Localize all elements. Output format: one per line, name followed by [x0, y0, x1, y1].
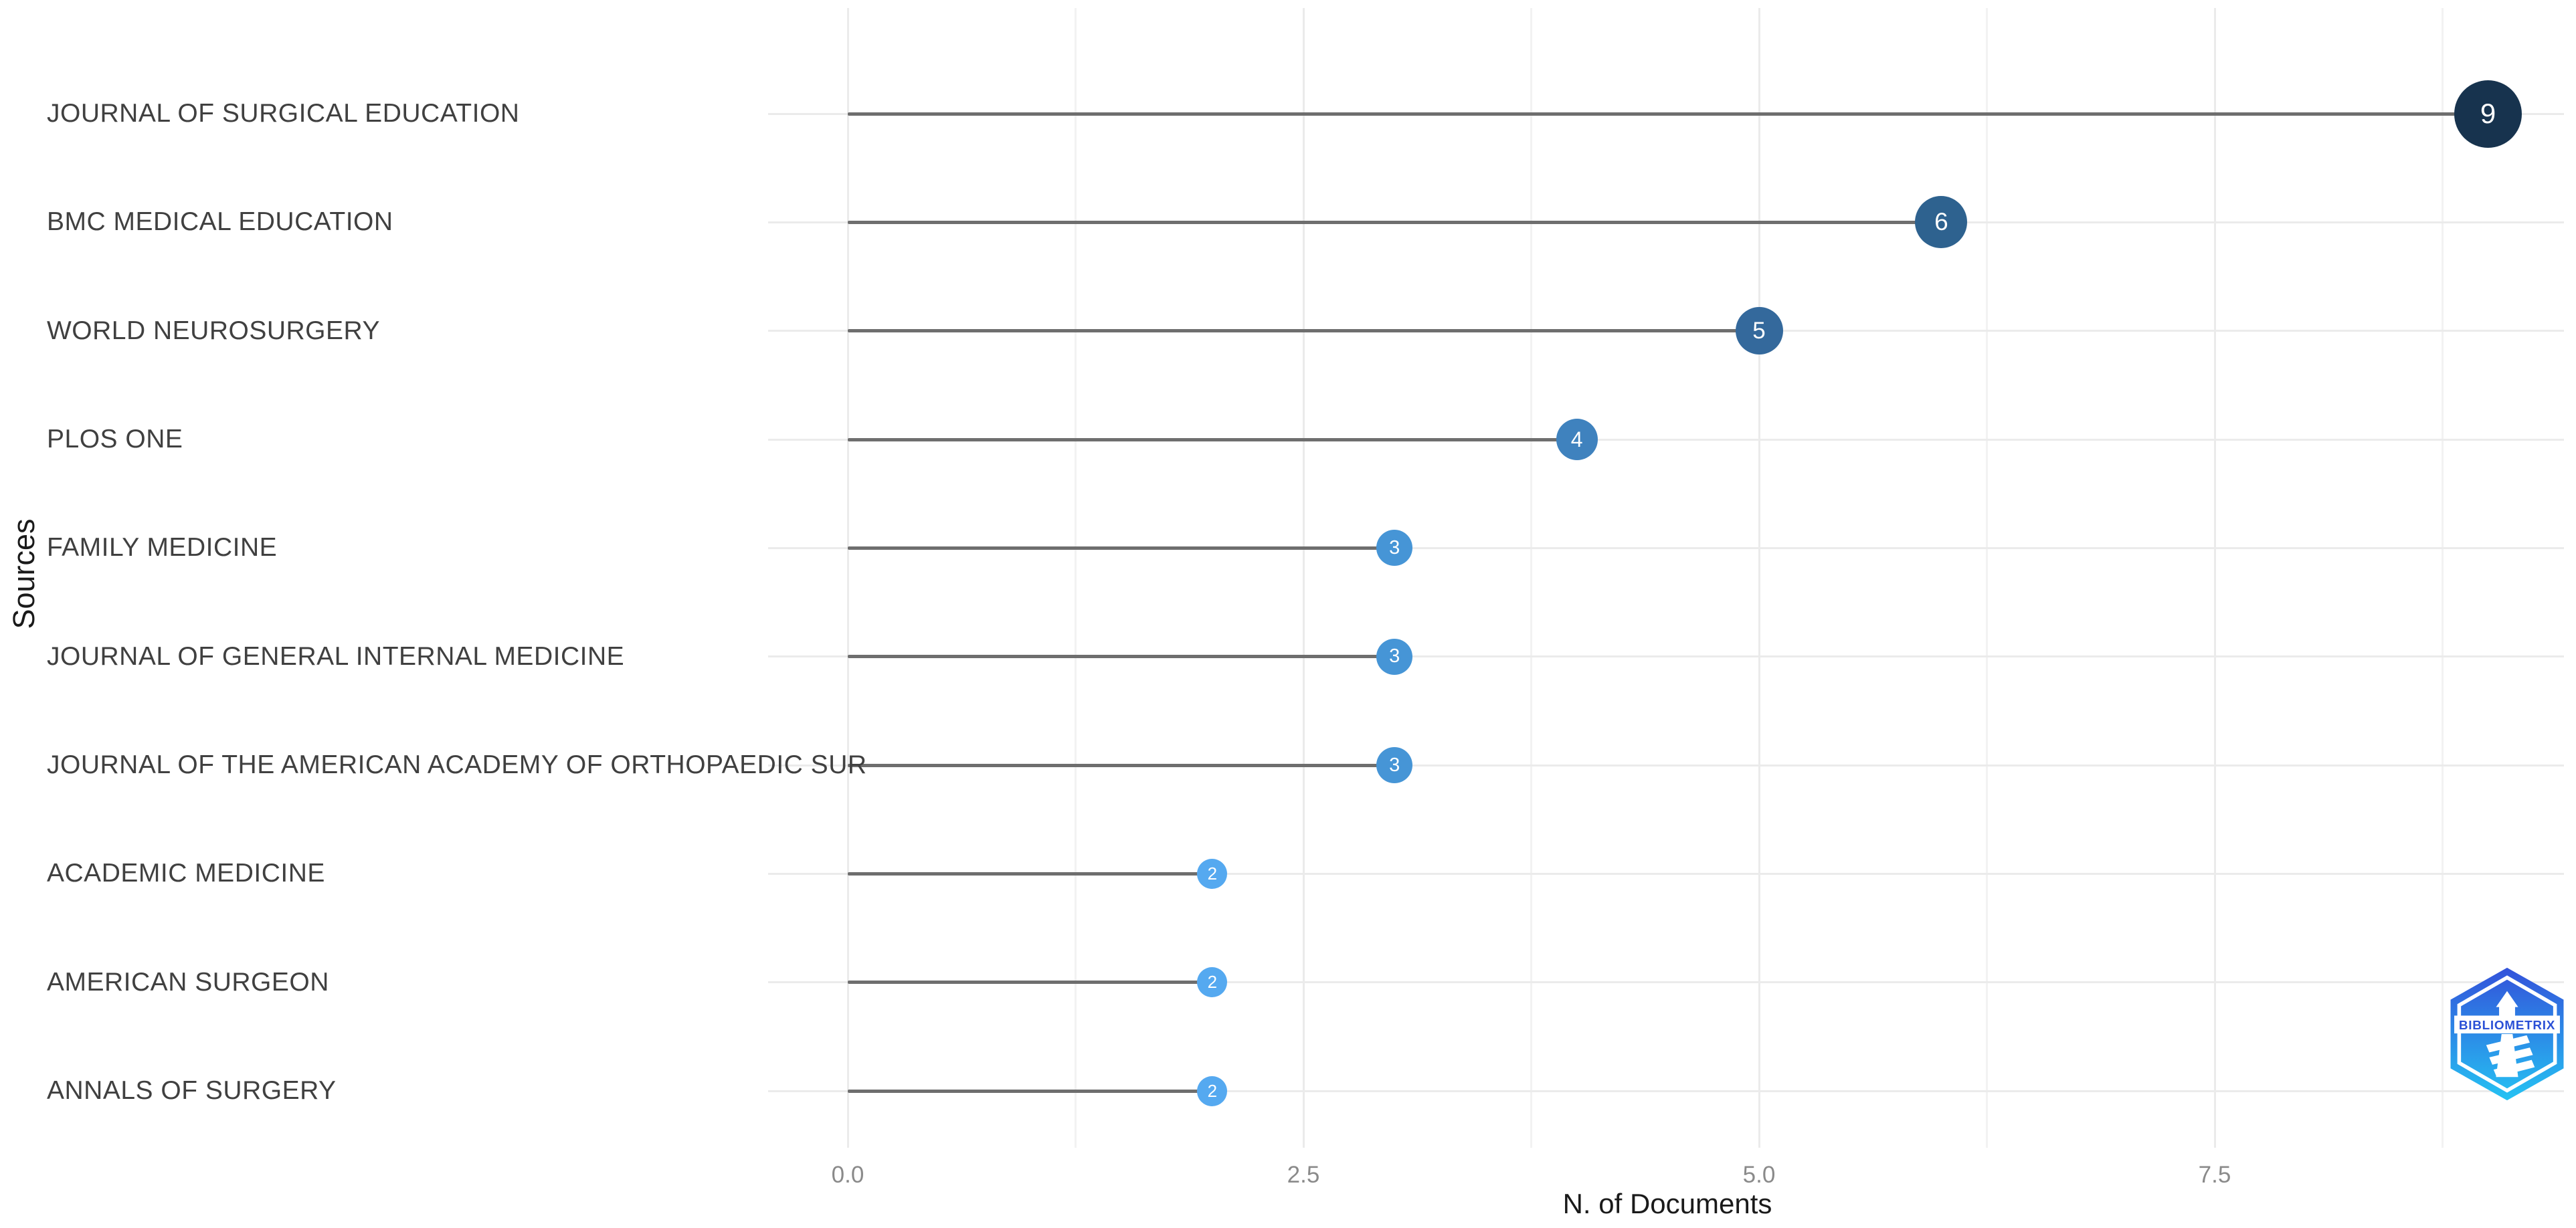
grid-line-vertical — [2442, 8, 2444, 1148]
lollipop-stem — [848, 220, 1942, 224]
lollipop-dot: 6 — [1915, 196, 1968, 249]
source-tick-label: PLOS ONE — [47, 425, 183, 454]
dot-value-label: 2 — [1207, 863, 1218, 884]
lollipop-stem — [848, 655, 1395, 659]
bibliometrix-logo: BIBLIOMETRIX — [2450, 967, 2564, 1101]
lollipop-stem — [848, 329, 1759, 333]
lollipop-dot: 4 — [1556, 419, 1598, 461]
grid-line-vertical — [1302, 8, 1305, 1148]
lollipop-stem — [848, 981, 1212, 985]
grid-line-horizontal — [768, 655, 2564, 658]
logo-text: BIBLIOMETRIX — [2459, 1019, 2555, 1033]
dot-value-label: 4 — [1570, 427, 1583, 451]
lighthouse-icon — [2486, 991, 2535, 1078]
x-axis-title: N. of Documents — [1562, 1188, 1772, 1219]
lollipop-dot: 3 — [1376, 638, 1413, 675]
grid-line-horizontal — [768, 981, 2564, 984]
lollipop-stem — [848, 872, 1212, 876]
lollipop-stem — [848, 763, 1395, 767]
lollipop-stem — [848, 1089, 1212, 1093]
dot-value-label: 2 — [1207, 1080, 1218, 1101]
source-tick-label: ANNALS OF SURGERY — [47, 1076, 337, 1106]
dot-value-label: 9 — [2480, 98, 2496, 129]
grid-line-vertical — [2213, 8, 2216, 1148]
dot-value-label: 3 — [1389, 536, 1400, 558]
y-axis-title: Sources — [7, 518, 41, 629]
lollipop-dot: 3 — [1376, 530, 1413, 567]
dot-value-label: 2 — [1207, 972, 1218, 993]
grid-line-horizontal — [768, 546, 2564, 549]
source-tick-label: JOURNAL OF GENERAL INTERNAL MEDICINE — [47, 641, 625, 671]
logo-band: BIBLIOMETRIX — [2454, 1015, 2560, 1034]
dot-value-label: 3 — [1389, 754, 1400, 776]
grid-line-horizontal — [768, 438, 2564, 441]
lollipop-stem — [848, 112, 2488, 116]
source-tick-label: ACADEMIC MEDICINE — [47, 859, 325, 888]
x-tick-label: 0.0 — [831, 1162, 864, 1188]
dot-value-label: 5 — [1752, 317, 1766, 344]
lollipop-dot: 2 — [1197, 967, 1228, 998]
grid-line-horizontal — [768, 764, 2564, 766]
lollipop-dot: 3 — [1376, 747, 1413, 784]
logo-hexagon — [2450, 967, 2564, 1101]
source-tick-label: JOURNAL OF THE AMERICAN ACADEMY OF ORTHO… — [47, 750, 867, 780]
lollipop-dot: 9 — [2454, 80, 2522, 148]
x-tick-label: 5.0 — [1742, 1162, 1776, 1188]
lollipop-dot: 2 — [1197, 858, 1228, 889]
grid-line-vertical — [846, 8, 849, 1148]
source-tick-label: BMC MEDICAL EDUCATION — [47, 207, 393, 237]
dot-value-label: 6 — [1934, 208, 1948, 236]
grid-line-vertical — [1986, 8, 1988, 1148]
lollipop-stem — [848, 437, 1577, 441]
source-tick-label: JOURNAL OF SURGICAL EDUCATION — [47, 99, 520, 128]
source-tick-label: FAMILY MEDICINE — [47, 533, 278, 562]
grid-line-vertical — [1075, 8, 1077, 1148]
source-tick-label: AMERICAN SURGEON — [47, 967, 329, 997]
source-tick-label: WORLD NEUROSURGERY — [47, 316, 381, 345]
x-tick-label: 2.5 — [1287, 1162, 1320, 1188]
grid-line-horizontal — [768, 1090, 2564, 1092]
grid-line-horizontal — [768, 872, 2564, 875]
grid-line-vertical — [1530, 8, 1532, 1148]
lollipop-dot: 5 — [1735, 307, 1783, 355]
grid-line-vertical — [1758, 8, 1760, 1148]
x-tick-label: 7.5 — [2198, 1162, 2231, 1188]
dot-value-label: 3 — [1389, 645, 1400, 668]
lollipop-stem — [848, 546, 1395, 550]
lollipop-dot: 2 — [1197, 1076, 1228, 1106]
